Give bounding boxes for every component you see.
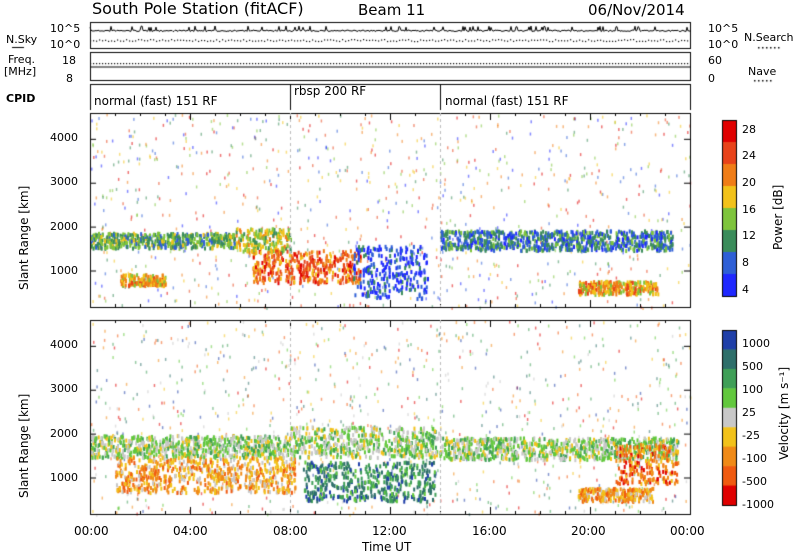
xtick-0800: 08:00 (273, 524, 308, 538)
nsky-tick-top: 10^5 (50, 22, 81, 35)
power-ytick-1000: 1000 (50, 264, 78, 277)
freq-tick-bottom: 8 (66, 72, 73, 85)
xtick-2000: 20:00 (571, 524, 606, 538)
power-cbar-20: 20 (742, 176, 756, 189)
xtick-0000: 00:00 (74, 524, 109, 538)
nave-tick-bottom: 0 (708, 72, 715, 85)
nsearch-tick-top: 10^5 (708, 22, 739, 35)
vel-cbar-m25: -25 (742, 429, 760, 442)
power-ylabel: Slant Range [km] (17, 185, 31, 290)
freq-label: Freq. (8, 53, 36, 66)
power-cbar-label: Power [dB] (771, 184, 785, 250)
vel-cbar-m500: -500 (742, 475, 767, 488)
vel-cbar-m100: -100 (742, 452, 767, 465)
power-cbar-4: 4 (742, 283, 749, 296)
freq-tick-top: 18 (62, 54, 76, 67)
date-label: 06/Nov/2014 (588, 1, 685, 19)
nave-tick-top: 60 (708, 54, 722, 67)
freq-unit-label: [MHz] (4, 65, 37, 78)
velocity-ytick-1000: 1000 (50, 471, 78, 484)
power-cbar-24: 24 (742, 149, 756, 162)
nave-label: Nave (748, 65, 777, 78)
power-cbar-8: 8 (742, 256, 749, 269)
vel-cbar-25: 25 (742, 406, 756, 419)
power-ytick-3000: 3000 (50, 175, 78, 188)
nsky-label: N.Sky (6, 33, 38, 46)
power-cbar-12: 12 (742, 229, 756, 242)
beam-label: Beam 11 (358, 1, 426, 19)
power-ytick-2000: 2000 (50, 220, 78, 233)
power-cbar-28: 28 (742, 123, 756, 136)
vel-cbar-500: 500 (742, 360, 763, 373)
vel-cbar-1000: 1000 (742, 337, 770, 350)
xtick-0400: 04:00 (173, 524, 208, 538)
vel-cbar-m1000: -1000 (742, 498, 774, 511)
velocity-ylabel: Slant Range [km] (17, 393, 31, 498)
nsearch-tick-bottom: 10^0 (708, 38, 739, 51)
xtick-1600: 16:00 (472, 524, 507, 538)
cpid-segment-2: rbsp 200 RF (294, 84, 367, 98)
xtick-2400: 00:00 (670, 524, 705, 538)
cpid-segment-3: normal (fast) 151 RF (445, 94, 569, 108)
velocity-ytick-2000: 2000 (50, 427, 78, 440)
xtick-1200: 12:00 (372, 524, 407, 538)
station-title: South Pole Station (fitACF) (92, 0, 304, 18)
power-ytick-4000: 4000 (50, 131, 78, 144)
vel-cbar-100: 100 (742, 383, 763, 396)
power-cbar-16: 16 (742, 203, 756, 216)
nsky-tick-bottom: 10^0 (50, 38, 81, 51)
xlabel: Time UT (362, 540, 412, 554)
nsearch-label: N.Search (744, 31, 794, 44)
velocity-ytick-4000: 4000 (50, 338, 78, 351)
velocity-cbar-label: Velocity [m s⁻¹] (777, 366, 791, 460)
cpid-segment-1: normal (fast) 151 RF (94, 94, 218, 108)
cpid-label: CPID (6, 92, 36, 105)
velocity-ytick-3000: 3000 (50, 382, 78, 395)
